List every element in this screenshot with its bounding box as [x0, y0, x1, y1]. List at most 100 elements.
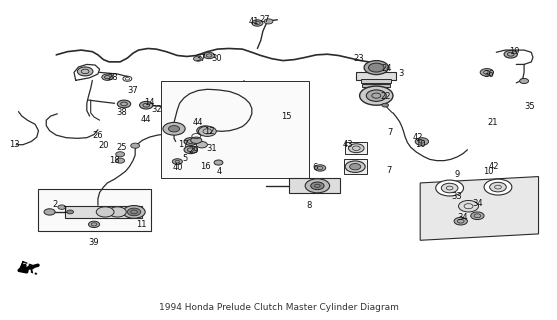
Text: 4: 4 [217, 167, 222, 176]
Circle shape [109, 207, 126, 217]
Text: 26: 26 [92, 131, 103, 140]
Text: 42: 42 [412, 132, 423, 141]
Bar [289, 178, 340, 194]
Circle shape [116, 152, 125, 157]
Text: 16: 16 [200, 162, 211, 171]
Text: 5: 5 [183, 154, 188, 163]
Text: 23: 23 [354, 54, 364, 63]
Text: 43: 43 [343, 140, 353, 149]
Circle shape [311, 182, 324, 190]
Text: 11: 11 [136, 220, 146, 229]
Circle shape [345, 161, 365, 172]
Circle shape [203, 52, 214, 59]
Text: 41: 41 [248, 17, 259, 26]
Circle shape [214, 160, 223, 165]
Text: 42: 42 [489, 162, 499, 171]
Circle shape [484, 179, 512, 195]
Circle shape [118, 100, 131, 108]
Text: 34: 34 [472, 198, 483, 207]
Text: 44: 44 [141, 115, 152, 124]
Text: 35: 35 [524, 102, 535, 111]
Text: 39: 39 [89, 238, 99, 247]
Circle shape [382, 103, 389, 107]
Text: 44: 44 [193, 118, 203, 127]
Circle shape [360, 86, 393, 105]
Bar [345, 142, 368, 154]
Text: 2: 2 [52, 200, 58, 209]
Bar [344, 159, 368, 174]
Circle shape [44, 209, 55, 215]
Text: 3: 3 [398, 69, 403, 78]
Circle shape [315, 165, 326, 171]
Text: 34: 34 [458, 213, 468, 222]
Text: 21: 21 [487, 118, 497, 127]
Text: 30: 30 [211, 53, 222, 62]
Circle shape [490, 182, 506, 192]
Circle shape [116, 158, 125, 163]
Circle shape [369, 63, 384, 72]
Circle shape [349, 144, 364, 153]
Circle shape [415, 138, 428, 145]
Circle shape [441, 183, 458, 193]
Circle shape [458, 200, 478, 212]
Text: 17: 17 [178, 140, 188, 149]
Circle shape [350, 164, 361, 170]
Bar [65, 206, 143, 218]
Text: 7: 7 [386, 166, 391, 175]
Circle shape [364, 60, 389, 75]
Text: 9: 9 [455, 170, 460, 179]
Circle shape [168, 125, 179, 132]
Bar [38, 189, 151, 231]
Bar [361, 79, 391, 83]
Text: 1994 Honda Prelude Clutch Master Cylinder Diagram: 1994 Honda Prelude Clutch Master Cylinde… [159, 303, 398, 312]
Circle shape [67, 210, 74, 214]
Text: 22: 22 [380, 92, 391, 101]
Circle shape [454, 217, 467, 225]
Text: 40: 40 [172, 163, 183, 172]
Circle shape [140, 101, 153, 109]
Text: 37: 37 [128, 86, 138, 95]
Circle shape [520, 78, 529, 84]
Circle shape [471, 212, 484, 220]
Circle shape [96, 207, 114, 217]
Circle shape [197, 126, 213, 135]
Circle shape [436, 180, 463, 196]
Circle shape [305, 179, 330, 193]
Circle shape [252, 20, 263, 26]
Circle shape [480, 68, 494, 76]
Circle shape [58, 205, 66, 209]
Text: 8: 8 [306, 201, 312, 210]
Circle shape [184, 138, 197, 145]
Text: FR.: FR. [17, 260, 40, 277]
Text: 14: 14 [144, 98, 155, 107]
Circle shape [504, 50, 517, 58]
Text: 24: 24 [382, 64, 392, 73]
Circle shape [184, 146, 197, 154]
Text: 36: 36 [483, 70, 494, 79]
Bar [161, 81, 309, 178]
Text: 27: 27 [260, 15, 270, 24]
Polygon shape [420, 177, 539, 240]
Circle shape [367, 90, 387, 101]
Text: 19: 19 [510, 47, 520, 56]
Text: 37: 37 [196, 53, 206, 62]
Circle shape [172, 159, 182, 164]
Text: 6: 6 [312, 164, 318, 172]
Text: 18: 18 [109, 156, 120, 165]
Circle shape [102, 74, 113, 80]
Text: 7: 7 [387, 128, 392, 137]
Circle shape [190, 137, 202, 143]
Text: 15: 15 [282, 112, 292, 121]
Circle shape [196, 141, 207, 148]
Bar [356, 72, 396, 80]
Text: 12: 12 [204, 127, 214, 136]
Text: 33: 33 [451, 192, 462, 201]
Text: 10: 10 [415, 140, 426, 149]
Text: 20: 20 [98, 141, 109, 150]
Circle shape [193, 56, 202, 61]
Text: 29: 29 [189, 146, 199, 155]
Text: 25: 25 [116, 143, 127, 152]
Circle shape [264, 19, 273, 24]
Text: 1: 1 [62, 206, 67, 215]
Circle shape [77, 67, 93, 76]
